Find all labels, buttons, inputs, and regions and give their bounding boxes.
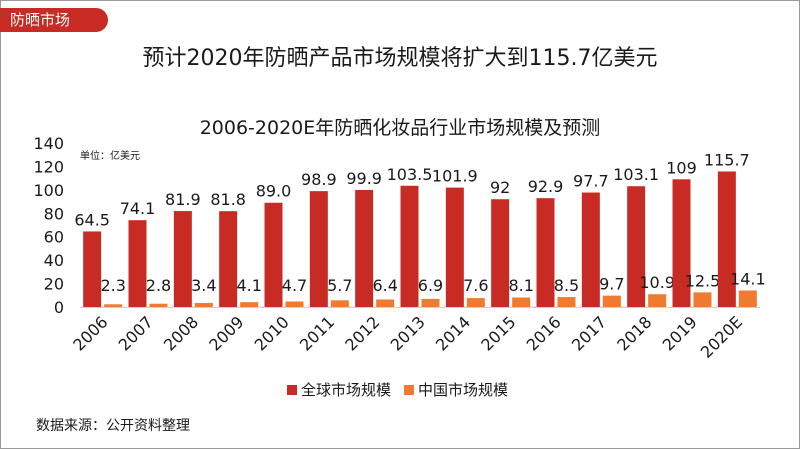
china-bar	[602, 295, 621, 307]
global-value-label: 89.0	[256, 182, 292, 201]
unit-label: 单位：亿美元	[80, 149, 140, 162]
china-bar	[738, 290, 757, 307]
source-note: 数据来源：公开资料整理	[36, 418, 190, 434]
global-bar	[219, 211, 238, 307]
global-bar	[309, 191, 328, 307]
global-bar	[627, 186, 646, 307]
china-value-label: 4.1	[236, 276, 261, 295]
china-bar	[194, 303, 213, 307]
section-tag: 防晒市场	[0, 8, 108, 32]
legend-swatch-china	[404, 385, 414, 395]
global-value-label: 92.9	[528, 177, 564, 196]
global-value-label: 115.7	[704, 150, 750, 169]
x-tick-label: 2011	[296, 312, 338, 354]
x-tick-label: 2017	[568, 312, 610, 354]
china-value-label: 8.5	[554, 276, 579, 295]
china-value-label: 6.9	[418, 276, 443, 295]
china-bar	[466, 298, 485, 307]
x-tick-label: 2019	[659, 312, 701, 354]
legend-label-global: 全球市场规模	[301, 381, 391, 399]
x-tick-label: 2007	[115, 312, 157, 354]
china-value-label: 3.4	[191, 276, 216, 295]
china-bar	[330, 300, 349, 307]
china-bar	[104, 304, 123, 307]
legend-swatch-global	[287, 385, 297, 395]
china-value-label: 14.1	[730, 269, 766, 288]
global-value-label: 74.1	[120, 199, 156, 218]
global-bar	[173, 211, 192, 307]
global-bar	[672, 179, 691, 307]
global-value-label: 101.9	[432, 167, 478, 186]
global-value-label: 98.9	[301, 170, 337, 189]
y-tick-label: 100	[33, 181, 64, 200]
y-tick-label: 20	[44, 275, 64, 294]
china-bar	[648, 294, 667, 307]
x-tick-label: 2018	[613, 312, 655, 354]
x-tick-label: 2009	[205, 312, 247, 354]
china-value-label: 9.7	[599, 275, 624, 294]
global-bar	[491, 199, 510, 307]
y-tick-label: 140	[33, 134, 64, 153]
china-bar	[285, 301, 304, 307]
global-bar	[581, 192, 600, 307]
china-value-label: 2.3	[100, 276, 125, 295]
y-tick-label: 0	[54, 298, 64, 317]
global-value-label: 97.7	[573, 172, 609, 191]
x-tick-label: 2014	[432, 312, 474, 354]
china-value-label: 7.6	[463, 276, 488, 295]
china-bar	[693, 292, 712, 307]
china-value-label: 6.4	[372, 276, 397, 295]
global-value-label: 109	[666, 158, 697, 177]
legend-label-china: 中国市场规模	[418, 381, 508, 399]
x-tick-label: 2012	[341, 312, 383, 354]
global-value-label: 99.9	[346, 169, 382, 188]
china-bar	[240, 302, 259, 307]
global-value-label: 92	[490, 178, 510, 197]
y-tick-label: 80	[44, 204, 64, 223]
global-value-label: 81.9	[165, 190, 201, 209]
y-axis: 0 20 40 60 80 100 120 140	[33, 134, 64, 317]
china-bar	[149, 303, 168, 307]
chart-title: 2006-2020E年防晒化妆品行业市场规模及预测	[200, 117, 601, 139]
x-tick-label: 2010	[251, 312, 293, 354]
legend: 全球市场规模 中国市场规模	[287, 381, 508, 399]
china-bar	[512, 297, 531, 307]
global-bar	[128, 220, 147, 307]
x-tick-label: 2015	[477, 312, 519, 354]
china-value-label: 4.7	[282, 276, 307, 295]
china-value-label: 5.7	[327, 276, 352, 295]
global-bar	[400, 185, 419, 307]
global-value-label: 103.1	[613, 165, 659, 184]
y-tick-label: 60	[44, 228, 64, 247]
china-bar	[557, 297, 576, 307]
global-bar	[717, 171, 736, 307]
global-value-label: 103.5	[387, 165, 433, 184]
global-bar	[264, 202, 283, 307]
china-value-label: 2.8	[146, 276, 171, 295]
headline: 预计2020年防晒产品市场规模将扩大到115.7亿美元	[142, 46, 658, 71]
y-tick-label: 120	[33, 157, 64, 176]
global-value-label: 81.8	[210, 190, 246, 209]
global-bar	[83, 231, 102, 307]
china-bar	[421, 298, 440, 307]
x-tick-label: 2020E	[697, 312, 746, 361]
china-value-label: 8.1	[508, 276, 533, 295]
x-tick-label: 2006	[69, 312, 111, 354]
global-bar	[445, 187, 464, 307]
china-value-label: 12.5	[685, 271, 721, 290]
global-value-label: 64.5	[74, 210, 110, 229]
global-bar	[536, 198, 555, 307]
global-bar	[355, 189, 374, 307]
x-tick-label: 2008	[160, 312, 202, 354]
x-axis: 2006 2007 2008 2009 2010 2011 2012 2013 2014 2015…	[69, 307, 760, 362]
y-tick-label: 40	[44, 251, 64, 270]
china-value-label: 10.9	[639, 273, 675, 292]
bars: 64.5 2.3 74.1 2.8 81.9 3.4 81.8 4.1 89.0 4.7 98.9 5…	[74, 150, 766, 307]
china-bar	[376, 299, 395, 307]
x-tick-label: 2016	[523, 312, 565, 354]
x-tick-label: 2013	[387, 312, 429, 354]
